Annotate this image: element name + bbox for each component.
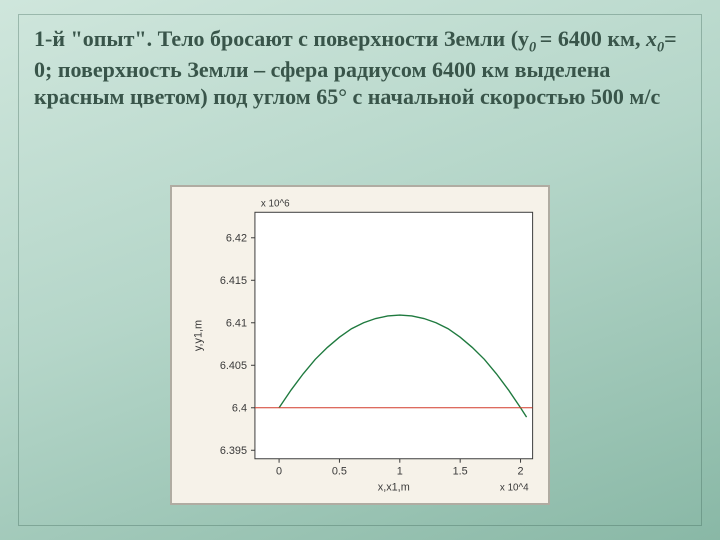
chart-svg: 6.395 6.4 6.405 6.41 6.415 6.42 0 0.5 1 1.5 2 x,x1,…	[172, 187, 548, 503]
plot-area	[255, 212, 533, 458]
y-tick-label: 6.405	[220, 360, 247, 372]
x-tick-label: 1	[397, 466, 403, 478]
y-tick-label: 6.42	[226, 233, 247, 245]
x-tick-label: 1.5	[453, 466, 468, 478]
trajectory-chart: 6.395 6.4 6.405 6.41 6.415 6.42 0 0.5 1 1.5 2 x,x1,…	[170, 185, 550, 505]
x-axis-label: x,x1,m	[378, 481, 410, 493]
y-tick-label: 6.415	[220, 275, 247, 287]
x-exponent: x 10^4	[500, 482, 529, 493]
y-tick-label: 6.395	[220, 445, 247, 457]
slide-title: 1-й "опыт". Тело бросают с поверхности З…	[34, 26, 686, 110]
x-tick-label: 0	[276, 466, 282, 478]
y-axis-label: y,y1,m	[193, 320, 205, 351]
x-tick-label: 2	[518, 466, 524, 478]
y-tick-label: 6.4	[232, 403, 247, 415]
y-tick-label: 6.41	[226, 318, 247, 330]
slide: 1-й "опыт". Тело бросают с поверхности З…	[0, 0, 720, 540]
x-tick-label: 0.5	[332, 466, 347, 478]
y-exponent: x 10^6	[261, 198, 290, 209]
